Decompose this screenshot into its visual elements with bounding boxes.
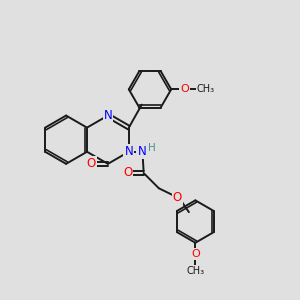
Text: CH₃: CH₃ [196,84,214,94]
Text: O: O [172,191,182,205]
Text: O: O [180,84,189,94]
Text: O: O [191,249,200,259]
Text: N: N [103,109,112,122]
Text: N: N [137,145,146,158]
Text: N: N [124,145,133,158]
Text: O: O [123,167,132,179]
Text: CH₃: CH₃ [186,266,204,276]
Text: O: O [86,157,96,170]
Text: H: H [148,143,156,153]
